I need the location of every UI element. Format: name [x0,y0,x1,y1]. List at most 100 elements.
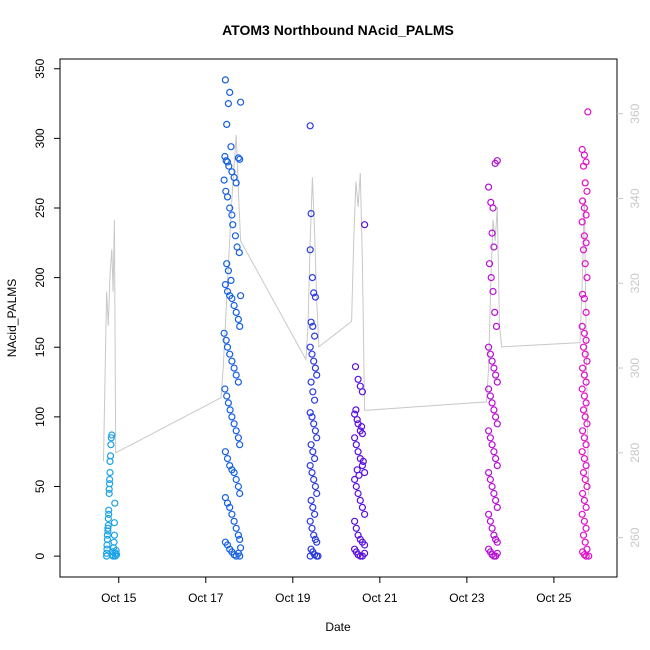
data-point [236,441,244,449]
data-point [107,441,115,449]
data-point [578,385,586,393]
data-point [223,158,232,166]
data-point [236,552,244,560]
data-point [313,489,321,498]
data-point [354,448,362,456]
data-point [582,441,590,449]
data-point [237,98,245,106]
data-point [308,413,316,421]
data-point [488,399,496,407]
data-point [580,329,589,337]
data-point [104,524,112,532]
data-point [110,538,118,546]
data-point [308,350,316,358]
data-point [356,496,364,504]
data-point [105,475,114,484]
y-tick-label: 0 [33,552,47,559]
y-tick-label: 250 [33,198,47,218]
data-point [492,371,500,379]
data-point [488,357,496,365]
data-point [361,221,369,229]
data-point [314,552,322,560]
y-tick-label: 200 [33,267,47,287]
data-point [582,524,590,532]
data-point [579,406,588,414]
data-point [309,388,317,396]
data-point [224,399,232,407]
data-point [488,524,496,532]
data-point [579,469,588,477]
data-point [232,475,240,484]
data-point [581,538,589,546]
data-point [232,371,240,379]
x-tick-label: Oct 17 [188,591,224,605]
data-point [584,108,592,116]
y-axis: 0 50 100 150 200 250 300 350 [33,58,60,559]
data-point [361,510,369,518]
data-point [492,496,500,504]
data-point [485,385,493,393]
data-point [489,204,497,212]
data-point [226,406,234,414]
y2-tick-label: 360 [628,103,642,123]
data-point [493,157,501,165]
y-tick-label: 50 [33,480,47,494]
y-tick-label: 100 [33,407,47,427]
data-point [112,551,121,559]
x-tick-label: Oct 21 [362,591,398,605]
data-point [228,510,236,518]
data-point [221,152,229,161]
data-point [486,392,494,400]
data-point [581,179,589,187]
data-point [313,538,321,546]
data-point [361,469,369,477]
data-point [351,434,359,442]
data-point [580,371,589,379]
data-point [485,343,493,351]
data-point [492,322,501,330]
data-point [310,420,318,428]
y-tick-label: 300 [33,128,47,148]
data-point [221,448,229,456]
data-point [486,350,494,358]
data-point [225,162,233,170]
line-layer [103,134,590,496]
data-point [580,434,589,442]
data-point [309,503,317,511]
data-point [351,410,359,418]
data-point [234,378,242,386]
data-point [578,364,587,372]
y-tick-label: 350 [33,58,47,78]
data-point [226,503,234,511]
data-point [493,503,501,511]
data-point [104,514,112,523]
data-point [582,462,590,470]
y2-tick-label: 300 [628,358,642,378]
data-point [105,506,113,514]
y2-tick-label: 280 [628,442,642,462]
y2-tick-label: 340 [628,188,642,208]
data-point [579,343,588,351]
data-point [581,475,589,484]
chart-title: ATOM3 Northbound NAcid_PALMS [222,22,454,38]
data-point [352,406,360,414]
data-point [311,482,319,491]
data-point [229,221,237,229]
data-point [578,489,587,498]
data-point [492,413,500,421]
data-point [358,430,366,438]
data-point [307,318,315,326]
data-point [310,289,318,297]
data-point [223,455,232,463]
data-point [490,406,498,414]
y-tick-label: 150 [33,337,47,357]
data-point [580,204,589,212]
data-point [351,363,360,371]
data-point [106,452,115,460]
data-point [490,531,498,539]
data-point [223,260,231,268]
data-point [222,157,230,165]
data-point [310,357,318,365]
data-point [580,455,589,463]
data-point [226,350,234,358]
